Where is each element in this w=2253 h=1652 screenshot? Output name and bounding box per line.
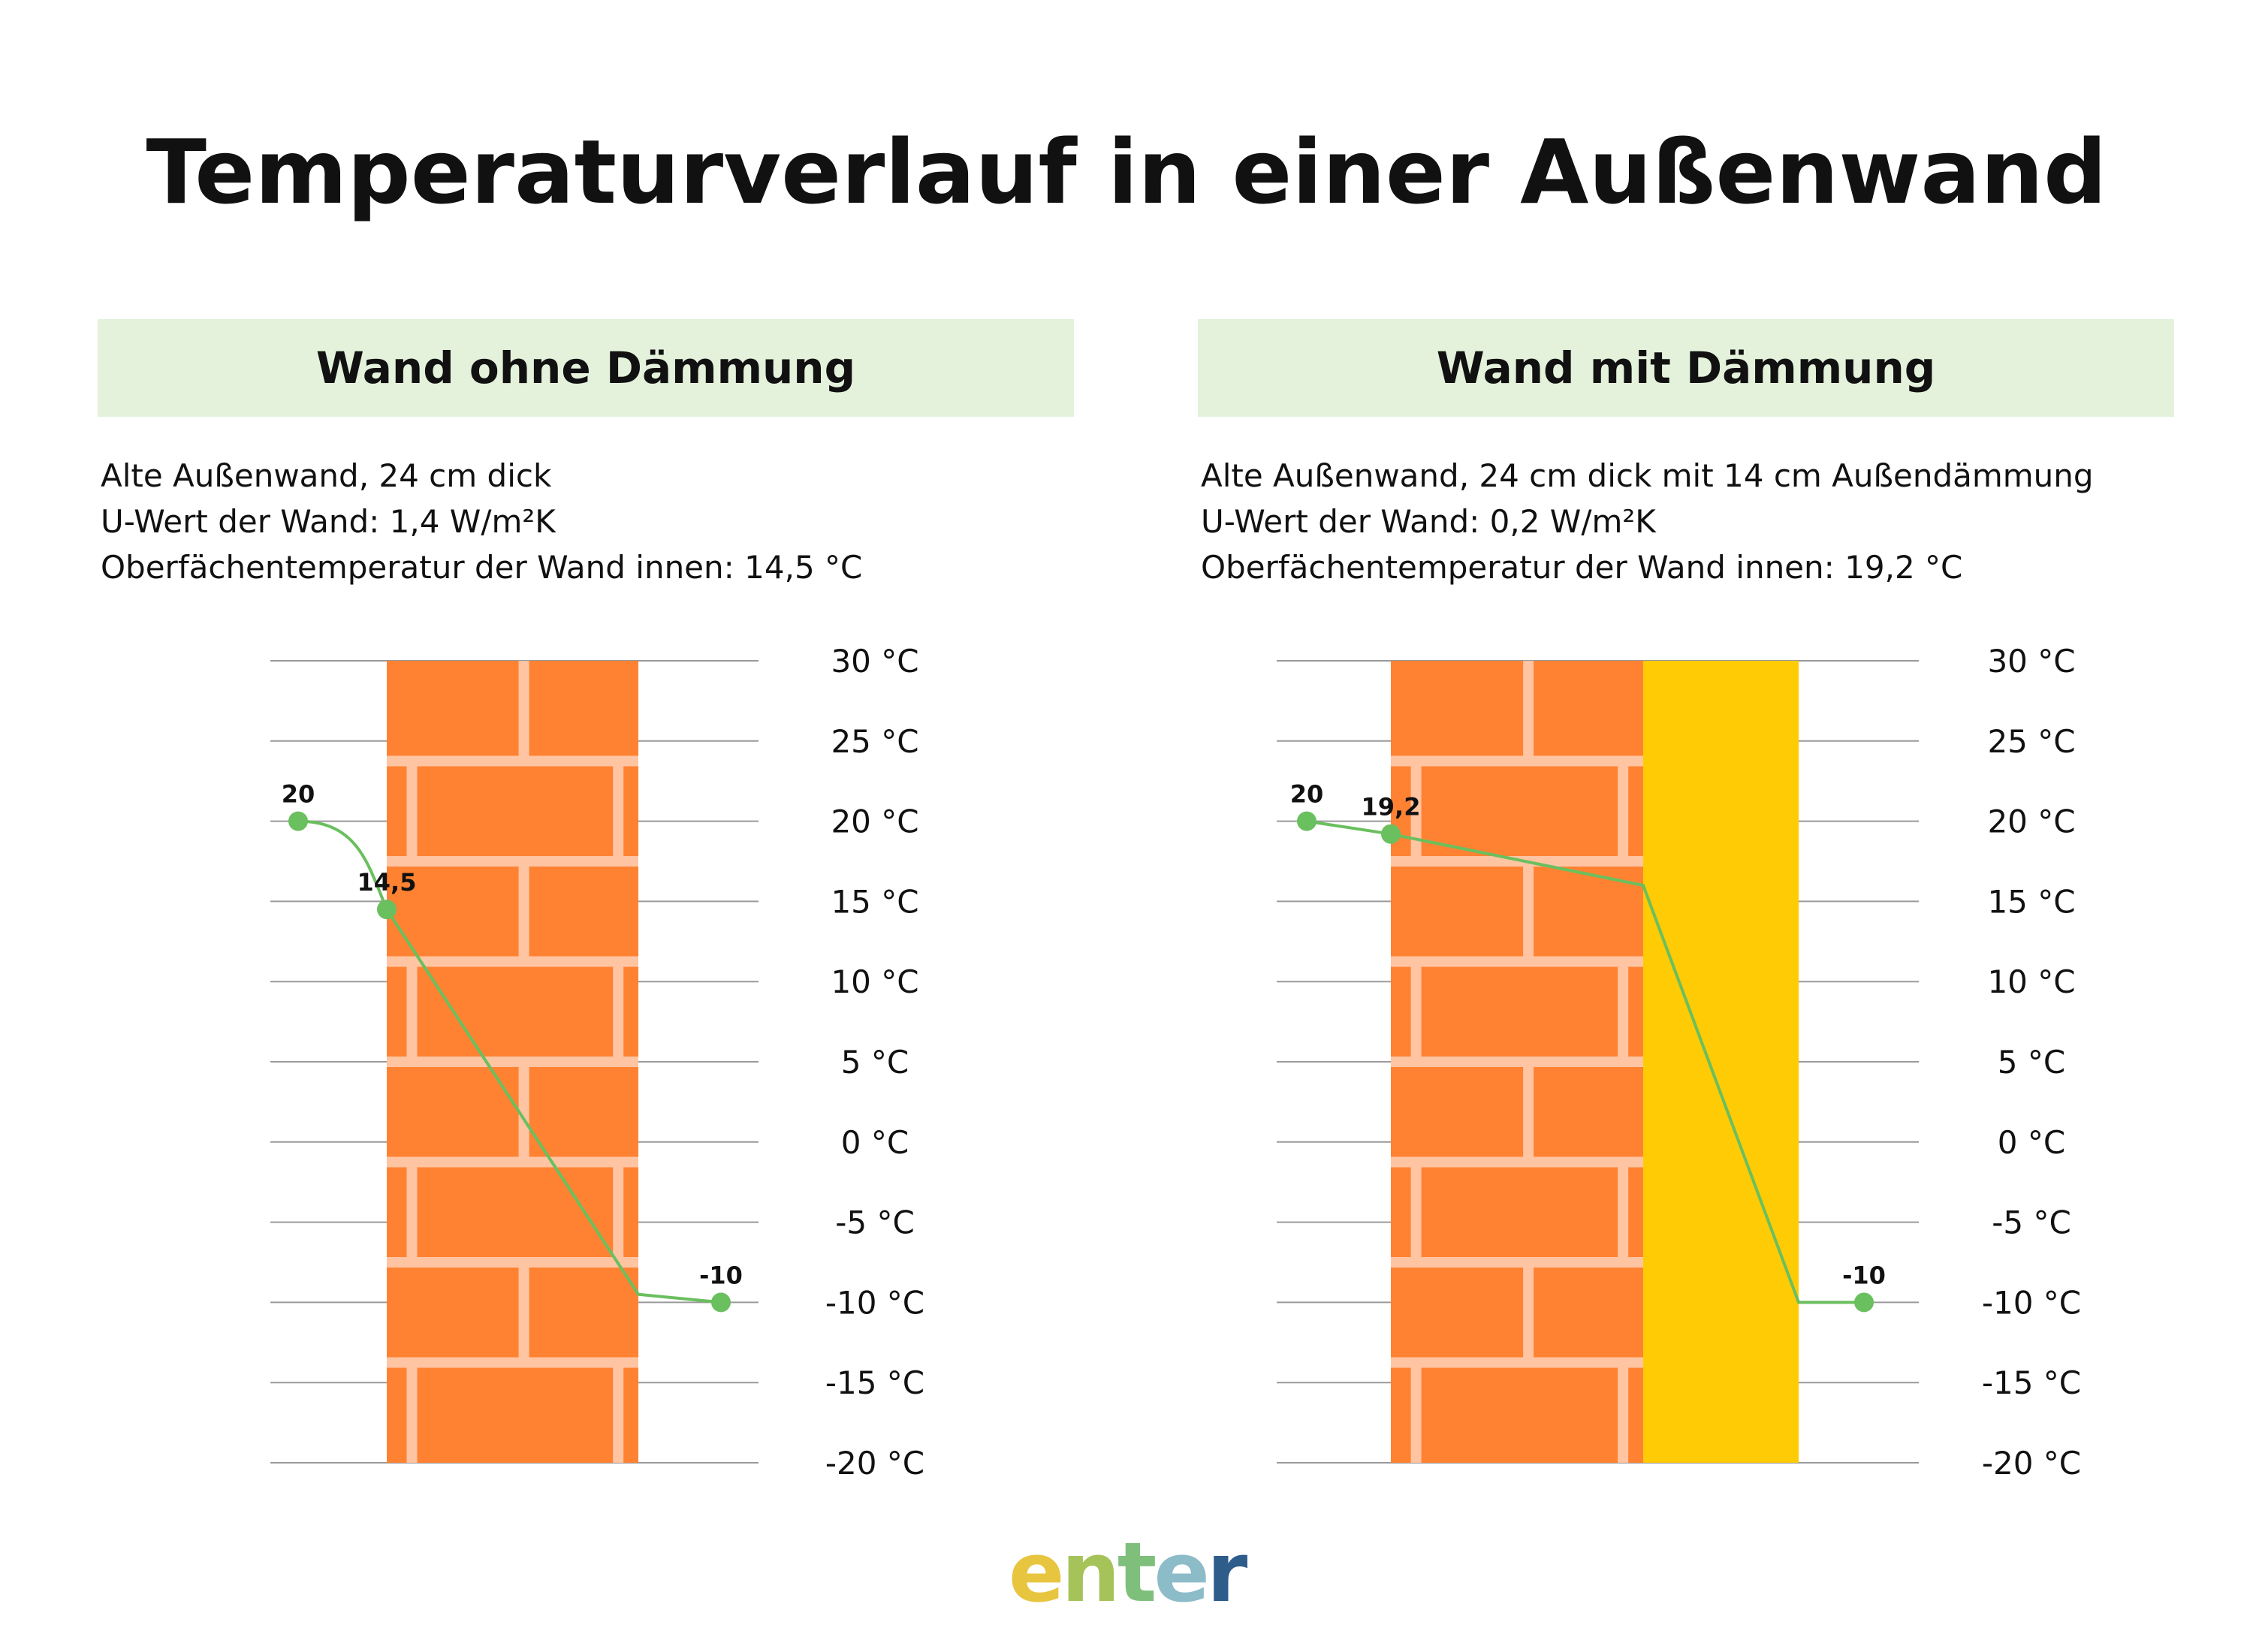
y-tick-label: -10 °C	[825, 1284, 924, 1321]
data-label: -10	[699, 1261, 743, 1289]
logo-letter: e	[1008, 1524, 1065, 1620]
mortar-joint	[518, 1268, 529, 1358]
mortar-joint	[1523, 661, 1534, 756]
y-tick-label: 15 °C	[831, 883, 918, 920]
y-tick-label: -15 °C	[825, 1364, 924, 1401]
mortar-joint	[387, 755, 638, 767]
mortar-joint	[406, 966, 418, 1057]
mortar-joint	[387, 1257, 638, 1268]
data-point	[377, 900, 397, 920]
mortar-joint	[518, 867, 529, 957]
mortar-joint	[1618, 1167, 1629, 1257]
mortar-joint	[387, 1156, 638, 1168]
data-label: 20	[1290, 780, 1324, 809]
info-line: U-Wert der Wand: 0,2 W/m²K	[1201, 503, 1656, 540]
mortar-joint	[406, 1367, 418, 1463]
insulation-layer	[1643, 661, 1799, 1463]
mortar-joint	[1523, 867, 1534, 957]
mortar-joint	[1391, 856, 1643, 867]
info-line: Oberfächentemperatur der Wand innen: 14,…	[101, 549, 863, 586]
mortar-joint	[518, 661, 529, 756]
mortar-joint	[1391, 956, 1643, 967]
data-label: 14,5	[357, 868, 417, 897]
data-point	[711, 1292, 731, 1313]
data-point	[288, 811, 308, 831]
y-tick-label: 20 °C	[1987, 803, 2075, 840]
data-point	[1854, 1292, 1874, 1313]
y-tick-label: 20 °C	[831, 803, 918, 840]
mortar-joint	[1410, 966, 1422, 1057]
mortar-joint	[613, 966, 624, 1057]
info-line: U-Wert der Wand: 1,4 W/m²K	[101, 503, 556, 540]
page-title: Temperaturverlauf in einer Außenwand	[146, 120, 2107, 224]
mortar-joint	[1410, 1367, 1422, 1463]
mortar-joint	[387, 1057, 638, 1067]
mortar-joint	[613, 1367, 624, 1463]
panel-without-insulation: Wand ohne Dämmung Alte Außenwand, 24 cm …	[98, 319, 1074, 590]
y-tick-label: 5 °C	[1998, 1044, 2065, 1081]
info-line: Oberfächentemperatur der Wand innen: 19,…	[1201, 549, 1963, 586]
mortar-joint	[518, 1067, 529, 1157]
mortar-joint	[1410, 766, 1422, 856]
panel-info: Alte Außenwand, 24 cm dick mit 14 cm Auß…	[1198, 453, 2174, 590]
panel-header: Wand mit Dämmung	[1198, 319, 2174, 417]
logo-letter: e	[1154, 1524, 1210, 1620]
y-tick-label: 30 °C	[831, 643, 918, 680]
y-tick-label: -20 °C	[825, 1445, 924, 1482]
logo-letter: r	[1206, 1524, 1247, 1620]
mortar-joint	[1618, 766, 1629, 856]
logo-letter: t	[1117, 1524, 1157, 1620]
data-label: -10	[1842, 1261, 1886, 1289]
data-point	[1381, 824, 1401, 844]
mortar-joint	[1523, 1268, 1534, 1358]
mortar-joint	[387, 856, 638, 867]
y-tick-label: -20 °C	[1982, 1445, 2081, 1482]
temperature-line	[1306, 819, 1864, 1304]
panel-info: Alte Außenwand, 24 cm dick U-Wert der Wa…	[98, 453, 1074, 590]
y-tick-label: 0 °C	[1998, 1124, 2065, 1161]
mortar-joint	[1523, 1067, 1534, 1157]
logo-letter: n	[1061, 1524, 1120, 1620]
mortar-joint	[406, 766, 418, 856]
panel-with-insulation: Wand mit Dämmung Alte Außenwand, 24 cm d…	[1198, 319, 2174, 590]
data-label: 20	[282, 780, 315, 809]
mortar-joint	[613, 766, 624, 856]
enter-logo: enter	[0, 1524, 2253, 1620]
mortar-joint	[1618, 966, 1629, 1057]
mortar-joint	[1618, 1367, 1629, 1463]
panel-header: Wand ohne Dämmung	[98, 319, 1074, 417]
y-tick-label: 10 °C	[1987, 963, 2075, 1000]
mortar-joint	[387, 956, 638, 967]
info-line: Alte Außenwand, 24 cm dick mit 14 cm Auß…	[1201, 457, 2094, 494]
mortar-joint	[1391, 1057, 1643, 1067]
mortar-joint	[1391, 755, 1643, 767]
y-tick-label: -10 °C	[1982, 1284, 2081, 1321]
data-label: 19,2	[1362, 793, 1421, 821]
mortar-joint	[387, 1357, 638, 1368]
mortar-joint	[1391, 1156, 1643, 1168]
y-tick-label: 30 °C	[1987, 643, 2075, 680]
mortar-joint	[406, 1167, 418, 1257]
data-point	[1297, 811, 1317, 831]
y-tick-label: 15 °C	[1987, 883, 2075, 920]
y-tick-label: 25 °C	[1987, 723, 2075, 760]
y-tick-label: -5 °C	[1992, 1204, 2071, 1241]
y-tick-label: 25 °C	[831, 723, 918, 760]
mortar-joint	[613, 1167, 624, 1257]
mortar-joint	[1410, 1167, 1422, 1257]
mortar-joint	[1391, 1257, 1643, 1268]
y-tick-label: 0 °C	[841, 1124, 909, 1161]
y-tick-label: -15 °C	[1982, 1364, 2081, 1401]
mortar-joint	[1391, 1357, 1643, 1368]
info-line: Alte Außenwand, 24 cm dick	[101, 457, 552, 494]
y-tick-label: -5 °C	[835, 1204, 915, 1241]
y-tick-label: 10 °C	[831, 963, 918, 1000]
y-tick-label: 5 °C	[841, 1044, 909, 1081]
